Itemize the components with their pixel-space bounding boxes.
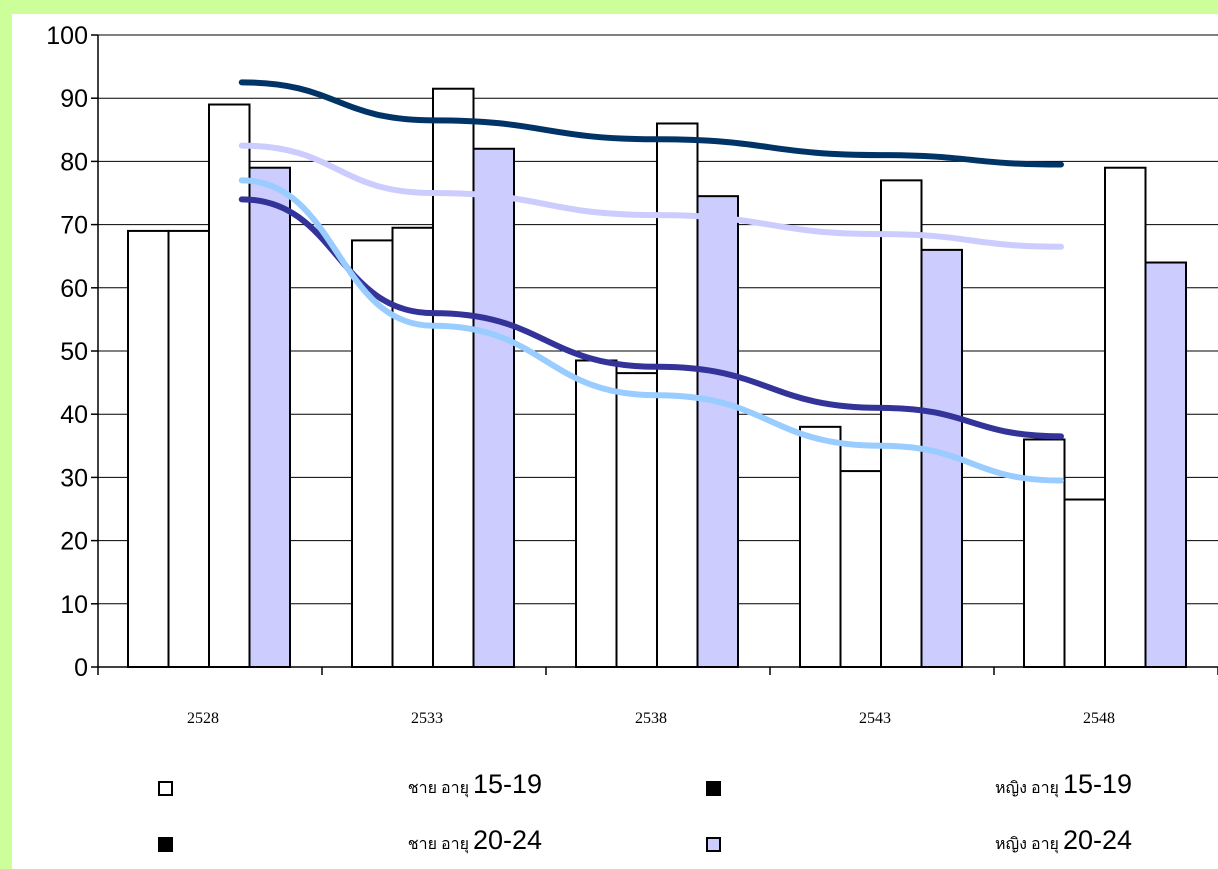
legend-label: ชาย อายุ 20-24	[408, 825, 542, 857]
y-tick-label: 30	[60, 464, 88, 492]
legend-label-text: หญิง อายุ	[994, 780, 1059, 797]
legend-swatch-icon	[706, 837, 721, 852]
x-tick-label: 2543	[859, 710, 891, 727]
bar	[575, 359, 618, 668]
bar	[208, 103, 251, 668]
x-tick-label: 2538	[635, 710, 667, 727]
legend-label-text: ชาย อายุ	[407, 836, 469, 853]
bar	[839, 470, 882, 668]
legend-swatch-icon	[158, 781, 173, 796]
legend-item-female-20-24: หญิง อายุ 20-24	[12, 825, 1218, 865]
bar	[1104, 166, 1147, 668]
trend-line	[238, 142, 1064, 250]
legend-label-age: 15-19	[1062, 769, 1132, 799]
legend-label-age: 20-24	[1062, 825, 1132, 855]
legend-swatch-icon	[706, 781, 721, 796]
bar	[1063, 498, 1106, 668]
y-tick-label: 20	[60, 528, 88, 556]
legend-label-age: 20-24	[472, 825, 542, 855]
chart-frame: 0 10 20 30 40 50 60 70 80 90 100 2528 2533 2538 2543 25…	[12, 14, 1218, 869]
x-tick-label: 2533	[411, 710, 443, 727]
legend-label-age: 15-19	[472, 769, 542, 799]
trend-line	[238, 177, 1064, 484]
y-tick-label: 80	[60, 148, 88, 176]
legend-item-male-15-19: ชาย อายุ 15-19	[12, 769, 572, 809]
bar	[696, 195, 739, 668]
bar	[880, 179, 923, 669]
bar	[1023, 438, 1066, 669]
bar	[1144, 261, 1187, 669]
legend-swatch-icon	[158, 837, 173, 852]
x-tick-label: 2548	[1083, 710, 1115, 727]
y-tick-label: 0	[74, 654, 88, 682]
y-tick-label: 60	[60, 275, 88, 303]
trend-line	[238, 79, 1064, 168]
bar	[615, 372, 658, 668]
bar	[432, 87, 475, 669]
bar	[799, 425, 842, 668]
chart: 0 10 20 30 40 50 60 70 80 90 100 2528 2533 2538 2543 25…	[46, 22, 1218, 727]
legend-label: หญิง อายุ 20-24	[995, 825, 1132, 857]
legend-label-text: ชาย อายุ	[407, 780, 469, 797]
y-tick-label: 40	[60, 401, 88, 429]
legend-label: ชาย อายุ 15-19	[408, 769, 542, 801]
y-tick-label: 50	[60, 338, 88, 366]
legend-label-text: หญิง อายุ	[994, 836, 1059, 853]
y-tick-label: 100	[46, 22, 88, 50]
legend-label: หญิง อายุ 15-19	[995, 769, 1132, 801]
legend-item-female-15-19: หญิง อายุ 15-19	[12, 769, 1218, 809]
bar	[248, 166, 291, 668]
y-tick-label: 90	[60, 85, 88, 113]
y-tick-label: 70	[60, 212, 88, 240]
bar	[472, 147, 515, 668]
bar	[391, 226, 434, 668]
x-tick-label: 2528	[187, 710, 219, 727]
legend-item-male-20-24: ชาย อายุ 20-24	[12, 825, 572, 865]
bar	[127, 229, 170, 668]
y-tick-label: 10	[60, 591, 88, 619]
bar	[167, 229, 210, 668]
